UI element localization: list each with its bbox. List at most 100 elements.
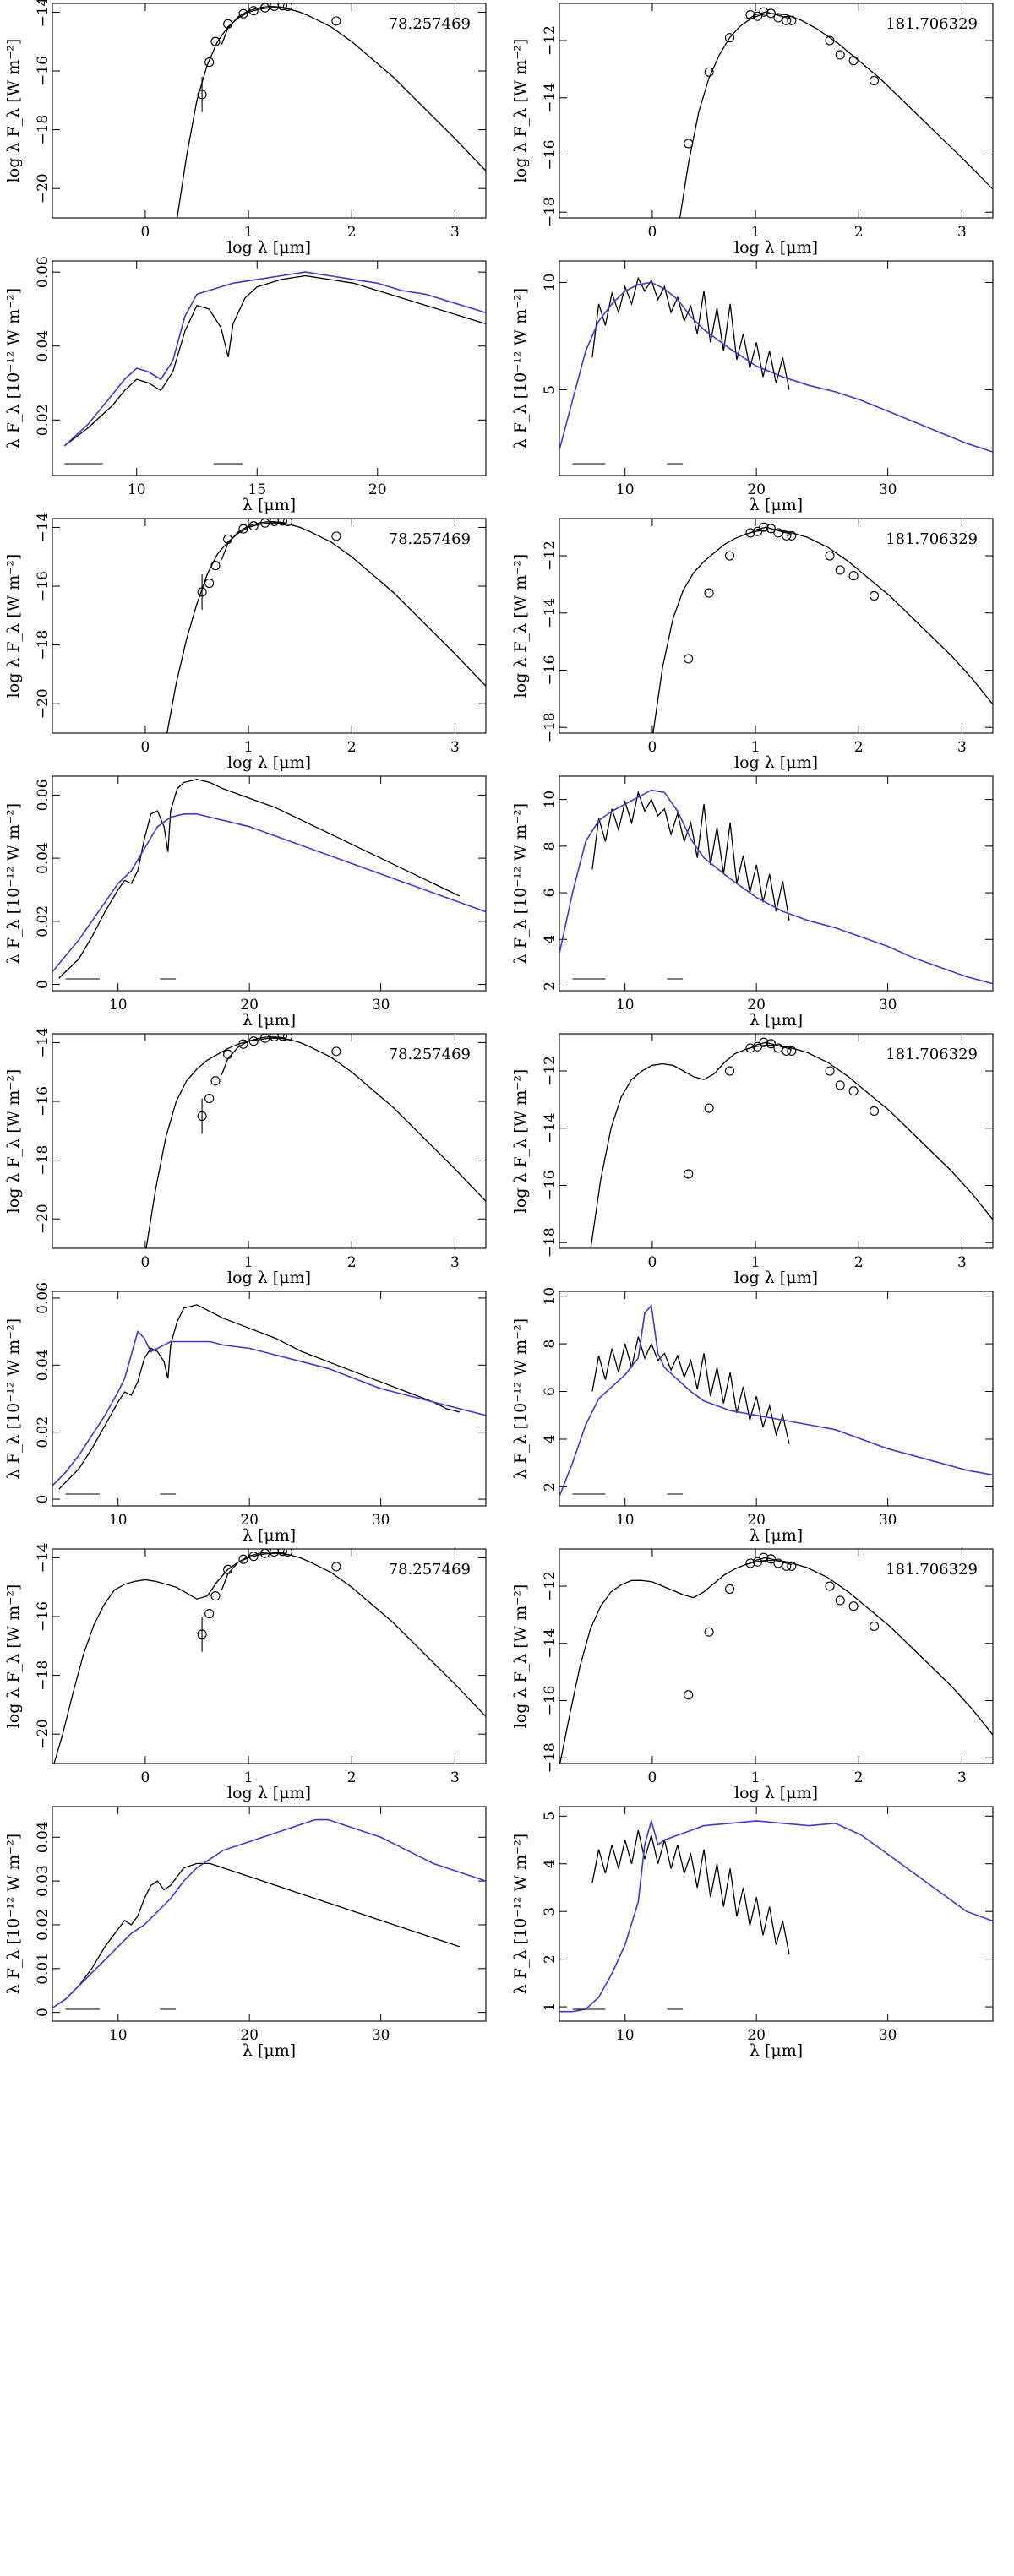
photometry-point xyxy=(223,1564,233,1574)
series-model xyxy=(52,812,486,973)
x-tick-label: 30 xyxy=(879,481,897,498)
x-axis-label: log λ [μm] xyxy=(227,1784,311,1802)
photometry-point xyxy=(869,1621,880,1631)
photometry-point xyxy=(210,36,221,46)
y-tick-label: −16 xyxy=(542,1171,559,1201)
x-tick-label: 1 xyxy=(751,224,760,241)
plot-area xyxy=(52,1818,486,2010)
y-tick-label: −18 xyxy=(542,712,559,742)
photometry-point xyxy=(197,1111,207,1121)
x-tick-label: 1 xyxy=(244,1769,254,1786)
y-tick-label: 8 xyxy=(542,841,559,851)
x-tick-label: 0 xyxy=(141,1769,150,1786)
plot-area xyxy=(52,1304,486,1495)
x-tick-label: 0 xyxy=(141,739,150,756)
photometry-point xyxy=(724,33,735,43)
x-axis-label: λ [μm] xyxy=(750,496,803,514)
x-tick-label: 3 xyxy=(450,739,460,756)
photometry-point xyxy=(773,528,783,538)
star-id-label: 181.706329 xyxy=(886,530,978,548)
y-tick-label: 4 xyxy=(542,1859,559,1868)
x-tick-label: 20 xyxy=(747,2027,766,2044)
plot-area xyxy=(559,1818,993,2013)
photometry-point xyxy=(282,1549,293,1557)
photometry-point xyxy=(869,75,880,85)
y-tick-label: −18 xyxy=(35,1145,52,1176)
plot-area xyxy=(590,1037,993,1248)
y-tick-label: 5 xyxy=(542,1812,559,1821)
series-model xyxy=(559,789,993,985)
photometry-point xyxy=(704,588,714,598)
photometry-point xyxy=(197,90,207,100)
photometry-point xyxy=(684,1169,694,1179)
plot-frame xyxy=(52,1033,487,1249)
y-tick-label: 0.02 xyxy=(35,1909,52,1941)
chart-panel-5: 0 1 2 3 −20 −18 −16 −14 log λ [μm] log λ F_λ [W m… xyxy=(4,512,487,772)
plot-area xyxy=(652,522,993,733)
photometry-point xyxy=(745,9,755,20)
photometry-point xyxy=(782,1046,792,1056)
plot-frame xyxy=(559,1548,994,1764)
series-model xyxy=(559,281,993,453)
photometry-point xyxy=(282,519,293,527)
x-tick-label: 3 xyxy=(957,224,967,241)
series-spectrum xyxy=(221,5,286,45)
x-tick-label: 2 xyxy=(347,1769,357,1786)
x-tick-label: 20 xyxy=(368,481,387,498)
photometry-point xyxy=(331,531,341,541)
series-model xyxy=(652,529,993,733)
x-axis-label: log λ [μm] xyxy=(227,238,311,257)
y-tick-label: −18 xyxy=(35,630,52,660)
y-tick-label: 4 xyxy=(542,935,559,944)
y-tick-label: −12 xyxy=(542,541,559,571)
photometry-point xyxy=(825,551,835,561)
photometry-point xyxy=(787,15,797,25)
y-axis-label: log λ F_λ [W m⁻²] xyxy=(4,1069,23,1214)
series-spectrum xyxy=(221,1035,286,1075)
plot-area xyxy=(559,1304,993,1497)
x-tick-label: 2 xyxy=(854,1254,864,1271)
x-tick-label: 10 xyxy=(109,2027,128,2044)
y-tick-label: 2 xyxy=(542,1482,559,1492)
chart-panel-10: 0 1 2 3 −18 −16 −14 −12 log λ [μm] log λ F_λ [W m… xyxy=(511,1033,994,1287)
photometry-point xyxy=(223,534,233,544)
x-tick-label: 30 xyxy=(879,1512,897,1529)
x-tick-label: 2 xyxy=(347,739,357,756)
y-tick-label: 2 xyxy=(542,1954,559,1964)
x-tick-label: 0 xyxy=(648,1254,657,1271)
plot-area xyxy=(166,519,486,733)
x-tick-label: 10 xyxy=(109,997,128,1014)
y-tick-label: 2 xyxy=(542,981,559,991)
photometry-point xyxy=(848,56,859,66)
photometry-point xyxy=(787,1561,797,1571)
y-tick-label: 4 xyxy=(542,1435,559,1444)
plot-frame xyxy=(52,1548,487,1764)
x-tick-label: 10 xyxy=(616,481,635,498)
photometry-point xyxy=(260,519,270,528)
plot-frame xyxy=(559,1291,994,1507)
series-observed xyxy=(592,276,790,390)
y-axis-label: log λ F_λ [W m⁻²] xyxy=(511,1584,530,1729)
photometry-point xyxy=(331,1562,341,1572)
photometry-point xyxy=(869,1106,880,1116)
chart-panel-4: 10 20 30 5 10 λ [μm] λ F_λ [10⁻¹² W m⁻²] xyxy=(511,260,994,514)
y-tick-label: −18 xyxy=(35,115,52,145)
x-tick-label: 20 xyxy=(747,481,766,498)
photometry-point xyxy=(835,565,845,575)
photometry-point xyxy=(248,6,259,16)
x-tick-label: 20 xyxy=(240,2027,259,2044)
x-tick-label: 30 xyxy=(879,997,897,1014)
photometry-point xyxy=(248,521,259,531)
plot-frame xyxy=(52,260,487,476)
x-tick-label: 20 xyxy=(240,1512,259,1529)
y-tick-label: −16 xyxy=(542,655,559,686)
y-axis-label: λ F_λ [10⁻¹² W m⁻²] xyxy=(511,1834,530,1994)
photometry-point xyxy=(684,1690,694,1700)
plot-area xyxy=(177,3,486,218)
series-model xyxy=(559,1304,993,1497)
photometry-point xyxy=(745,1043,755,1053)
plot-area xyxy=(559,276,993,465)
x-axis-label: log λ [μm] xyxy=(227,753,311,772)
y-axis-label: λ F_λ [10⁻¹² W m⁻²] xyxy=(511,803,530,964)
plot-area xyxy=(679,7,993,218)
